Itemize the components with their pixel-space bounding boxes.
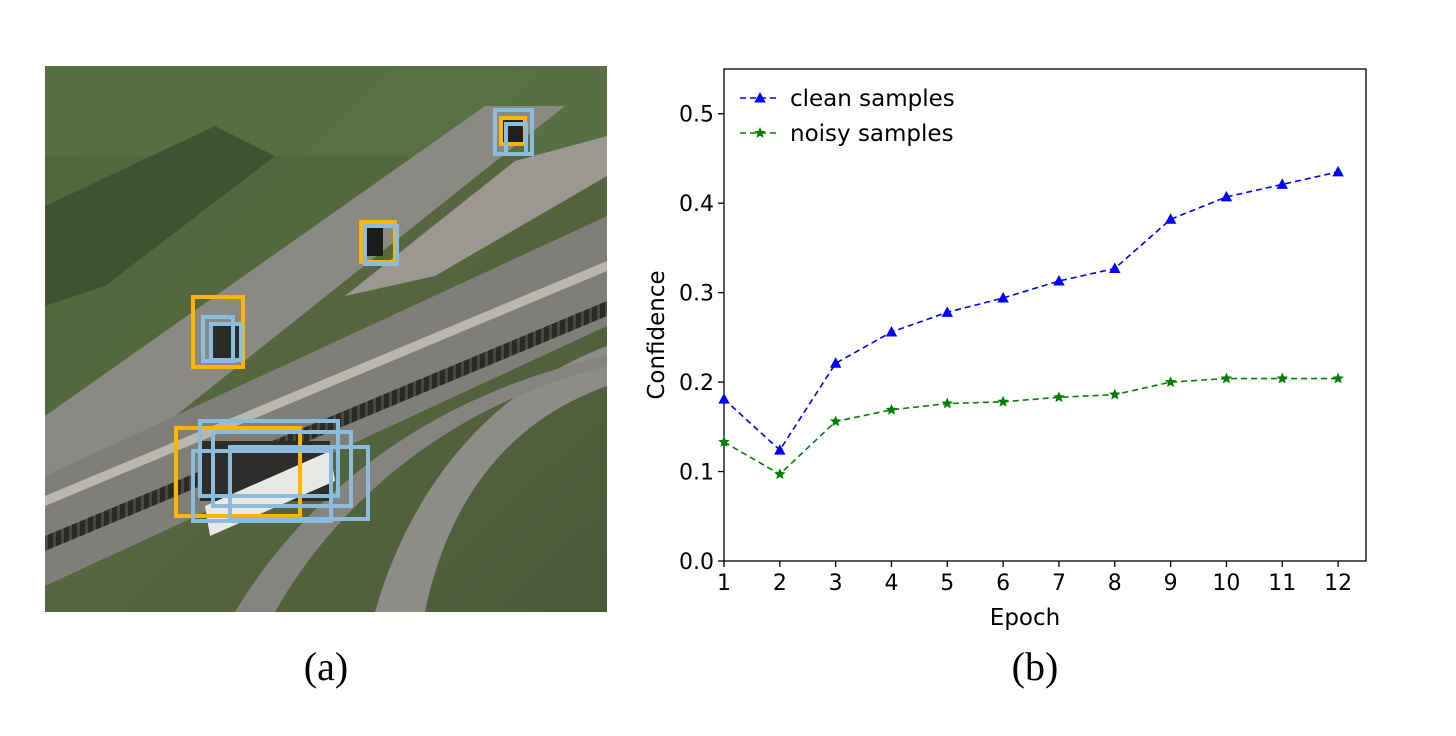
legend-label: clean samples xyxy=(790,86,955,112)
x-tick-label: 11 xyxy=(1268,571,1296,596)
ramp-road xyxy=(45,106,565,486)
y-axis-label: Confidence xyxy=(644,270,670,399)
blue-box xyxy=(198,419,340,498)
ramp-road-inner xyxy=(345,136,607,296)
legend-marker xyxy=(754,127,766,138)
data-point-noisy xyxy=(1109,388,1121,400)
x-tick-label: 7 xyxy=(1052,571,1066,596)
data-point-clean xyxy=(1109,262,1121,273)
x-tick-label: 4 xyxy=(884,571,898,596)
y-tick-label: 0.4 xyxy=(679,192,714,217)
legend-label: noisy samples xyxy=(790,121,954,147)
data-point-clean xyxy=(1220,190,1233,202)
x-tick-label: 5 xyxy=(940,571,954,596)
data-point-clean xyxy=(829,357,842,368)
x-tick-label: 8 xyxy=(1108,571,1122,596)
data-point-noisy xyxy=(774,468,786,480)
data-point-clean xyxy=(1276,178,1288,189)
y-tick-label: 0.5 xyxy=(679,103,714,128)
data-point-clean xyxy=(997,292,1009,303)
data-point-clean xyxy=(718,393,730,404)
orange-box xyxy=(174,426,302,518)
x-tick-label: 1 xyxy=(717,571,731,596)
x-tick-label: 10 xyxy=(1212,571,1240,596)
data-point-noisy xyxy=(941,397,954,409)
data-point-clean xyxy=(941,306,954,317)
plot-frame xyxy=(723,68,1367,562)
data-point-noisy xyxy=(1053,391,1065,403)
data-point-clean xyxy=(1164,213,1177,224)
car-small-2 xyxy=(363,226,383,256)
x-axis-label: Epoch xyxy=(990,605,1060,631)
data-point-noisy xyxy=(1332,372,1344,384)
aerial-image xyxy=(45,66,607,612)
data-point-noisy xyxy=(1276,372,1288,384)
series-line-0 xyxy=(724,171,1339,452)
bounding-boxes xyxy=(174,108,534,523)
tree-line xyxy=(45,126,275,306)
panel-a-caption: (a) xyxy=(303,644,349,689)
confidence-chart: 0.00.10.20.30.40.51 2 3 4 5 6 7 8 9 10 11 12EpochCo… xyxy=(644,68,1367,631)
data-point-clean xyxy=(774,444,786,455)
railway-track xyxy=(45,301,607,551)
data-point-noisy xyxy=(1164,376,1177,387)
blue-box xyxy=(363,224,399,266)
blue-box xyxy=(211,430,353,508)
data-point-clean xyxy=(1053,275,1065,286)
legend-marker xyxy=(754,92,766,103)
x-tick-label: 2 xyxy=(773,571,787,596)
highway xyxy=(45,216,607,586)
data-point-clean xyxy=(1332,165,1344,177)
car-small-3 xyxy=(210,324,240,362)
x-tick-label: 12 xyxy=(1324,571,1352,596)
curved-ramp xyxy=(375,346,607,612)
series-line-1 xyxy=(724,377,1339,476)
blue-box xyxy=(504,122,528,156)
panel-b-caption: (b) xyxy=(1011,644,1059,689)
highway-median xyxy=(45,261,607,506)
blue-box xyxy=(209,322,243,362)
y-tick-label: 0.2 xyxy=(679,371,714,396)
data-point-noisy xyxy=(997,395,1009,407)
blue-box xyxy=(228,445,370,521)
data-point-noisy xyxy=(1220,372,1233,384)
data-point-noisy xyxy=(718,436,730,447)
x-tick-label: 9 xyxy=(1164,571,1178,596)
curved-ramp-2 xyxy=(235,356,607,612)
data-point-clean xyxy=(885,325,898,337)
y-tick-label: 0.0 xyxy=(679,550,714,575)
data-point-noisy xyxy=(829,415,842,427)
y-tick-label: 0.3 xyxy=(679,282,714,307)
data-point-noisy xyxy=(885,403,898,415)
y-tick-label: 0.1 xyxy=(679,461,714,486)
x-tick-label: 3 xyxy=(829,571,843,596)
x-tick-label: 6 xyxy=(996,571,1010,596)
